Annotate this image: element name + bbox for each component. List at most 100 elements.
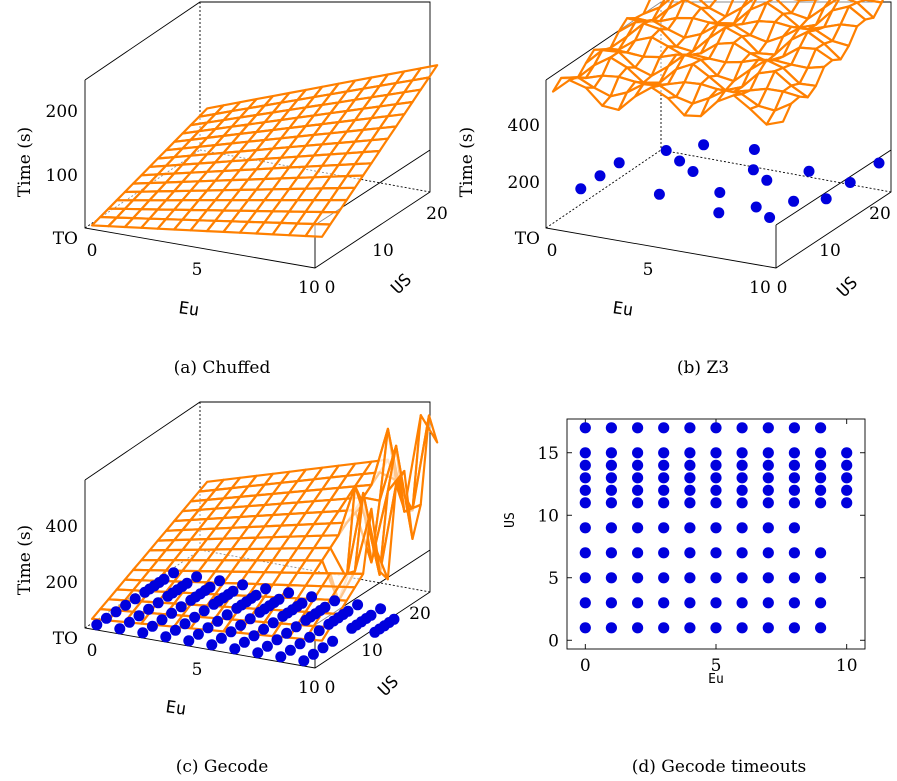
scatter-point — [841, 497, 853, 509]
timeout-marker — [748, 144, 760, 155]
scatter-point — [736, 484, 748, 496]
scatter-point — [605, 572, 618, 584]
surface-quad — [174, 131, 199, 142]
timeout-marker — [221, 609, 233, 621]
scatter-point — [605, 597, 618, 609]
surface-quad — [223, 141, 249, 153]
z-tick-label: 200 — [46, 573, 78, 593]
surface-quad — [198, 518, 224, 530]
timeout-marker — [329, 595, 341, 607]
timeout-marker — [231, 602, 243, 614]
scatter-point — [736, 572, 748, 584]
scatter-point — [710, 422, 722, 434]
surface-quad — [182, 190, 208, 201]
surface-quad — [248, 130, 273, 142]
timeout-marker — [179, 618, 191, 630]
x-tick-label: 10 — [836, 656, 858, 676]
surface-quad — [215, 517, 240, 529]
surface-quad — [264, 93, 290, 106]
timeout-marker — [306, 591, 318, 603]
surface-quad — [182, 122, 208, 134]
surface-quad — [248, 493, 273, 507]
surface-quad — [157, 530, 183, 541]
surface-quad — [777, 0, 800, 13]
surface-quad — [355, 85, 380, 100]
surface-quad — [815, 43, 841, 61]
surface-quad — [215, 117, 240, 129]
y-tick-label: 0 — [548, 631, 559, 651]
x-tick-label: 0 — [547, 241, 558, 261]
scatter-point — [762, 472, 774, 484]
surface-quad — [577, 50, 603, 78]
surface-quad — [783, 85, 808, 98]
surface-quad — [240, 105, 265, 118]
x-tick-label: 0 — [87, 241, 98, 261]
timeout-marker — [713, 207, 725, 219]
scatter-point — [736, 622, 748, 634]
timeout-marker — [229, 643, 241, 655]
scatter-point — [710, 597, 722, 609]
y-axis-label: US — [374, 672, 403, 701]
scatter-point — [788, 572, 801, 584]
y-tick-label: 0 — [777, 278, 788, 298]
surface-quad — [742, 60, 767, 87]
surface-quad — [190, 129, 216, 140]
y-tick-label: 10 — [819, 241, 841, 261]
scatter-point — [841, 484, 853, 496]
panel-caption: (d) Gecode timeouts — [632, 757, 806, 777]
surface-quad — [610, 22, 636, 48]
surface-quad — [585, 87, 611, 106]
scatter-point — [658, 459, 670, 471]
surface-quad — [700, 76, 726, 91]
surface-quad — [338, 88, 364, 103]
surface-quad — [651, 29, 677, 47]
surface-quad — [240, 505, 265, 517]
timeout-marker — [653, 188, 665, 200]
scatter-point — [762, 522, 774, 534]
scatter-point — [710, 547, 722, 559]
timeout-marker — [873, 157, 885, 169]
surface-quad — [305, 477, 331, 491]
surface-quad — [182, 539, 208, 550]
timeout-marker — [750, 201, 762, 213]
surface-quad — [256, 157, 281, 170]
surface-quad — [807, 30, 833, 44]
scatter-point — [736, 522, 748, 534]
timeout-marker — [169, 624, 181, 636]
surface-quad — [207, 143, 232, 155]
surface-quad — [305, 113, 331, 127]
scatter-point — [632, 497, 644, 509]
surface-quad — [692, 25, 718, 52]
scatter-point — [632, 447, 644, 459]
scatter-point — [788, 459, 801, 471]
surface-quad — [281, 145, 306, 158]
scatter-point — [658, 622, 670, 634]
surface-quad — [346, 461, 372, 476]
surface-quad — [297, 124, 323, 137]
surface-quad — [223, 486, 249, 499]
surface-quad — [231, 516, 257, 528]
panel-gecode: 400 200 TO Time (s) 0 5 10 0 10 20 Eu US… — [15, 401, 439, 777]
scatter-point — [632, 484, 644, 496]
timeout-marker — [162, 590, 174, 602]
surface-quad — [774, 67, 800, 86]
scatter-point — [632, 597, 644, 609]
scatter-point — [736, 547, 748, 559]
timeout-marker — [110, 606, 122, 618]
surface-quad — [338, 152, 364, 165]
timeout-marker — [183, 635, 195, 647]
timeout-marker — [189, 611, 201, 623]
timeout-marker — [283, 587, 295, 599]
surface-quad — [396, 68, 421, 84]
surface-quad — [272, 177, 298, 190]
panel-chuffed: 200 100 TO Time (s) 0 5 10 0 10 20 Eu US… — [15, 1, 448, 378]
surface-quad — [272, 99, 298, 113]
surface-quad — [701, 7, 726, 24]
panel-caption: (a) Chuffed — [174, 358, 271, 378]
timeout-marker — [764, 212, 776, 223]
timeout-marker — [327, 635, 339, 647]
timeout-marker — [375, 603, 387, 615]
surface-quad — [264, 492, 290, 505]
timeout-marker — [844, 177, 856, 188]
surface-quad — [231, 169, 257, 181]
